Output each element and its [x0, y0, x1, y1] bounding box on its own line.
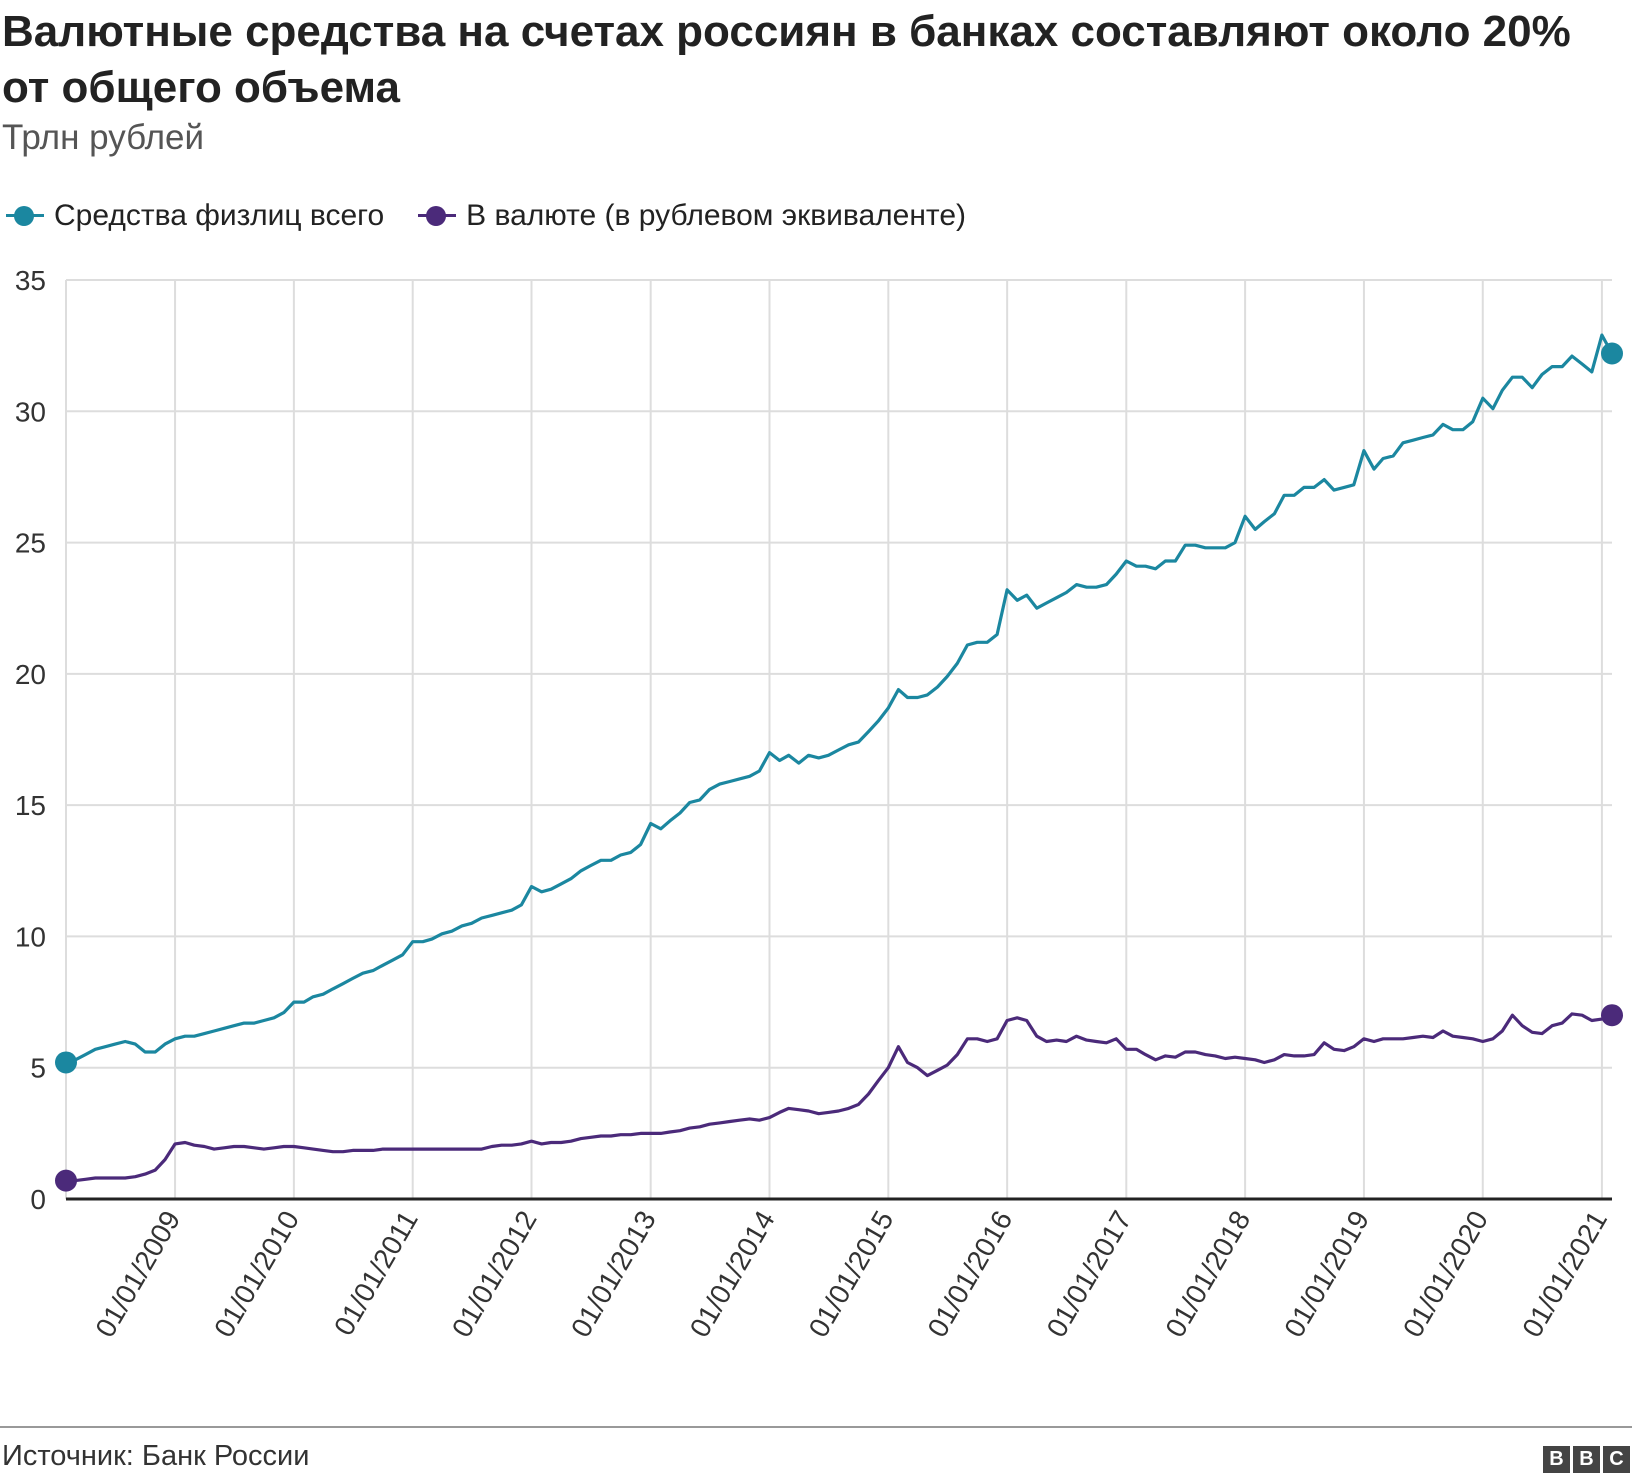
y-tick-label-35: 35 [15, 265, 46, 296]
x-tick-label-3: 01/01/2011 [328, 1206, 424, 1341]
y-tick-label-10: 10 [15, 921, 46, 952]
legend-swatch-total [6, 206, 44, 226]
bbc-logo-letter-1: B [1543, 1446, 1570, 1473]
x-axis-ticks: 01/01/2009 01/01/2010 01/01/2011 01/01/2012… [89, 1206, 1613, 1343]
series-2-end-marker [1601, 1004, 1623, 1027]
y-tick-label-30: 30 [15, 396, 46, 427]
x-tick-label-6: 01/01/2014 [684, 1206, 781, 1343]
series-line-1 [65, 333, 1614, 1065]
bbc-logo-letter-2: B [1573, 1446, 1600, 1473]
chart-legend: Средства физлиц всего В валюте (в рублев… [6, 196, 1000, 236]
y-tick-label-15: 15 [15, 790, 46, 821]
x-tick-label-11: 01/01/2019 [1278, 1206, 1375, 1343]
legend-dot-total [14, 206, 34, 226]
x-tick-label-12: 01/01/2020 [1397, 1206, 1494, 1343]
source-note: Источник: Банк России [2, 1440, 310, 1472]
x-tick-label-8: 01/01/2016 [921, 1206, 1018, 1343]
y-tick-label-5: 5 [30, 1053, 46, 1084]
x-tick-label-2: 01/01/2010 [208, 1206, 305, 1343]
bbc-logo: B B C [1540, 1446, 1630, 1473]
legend-swatch-fx [418, 206, 457, 226]
y-tick-label-20: 20 [15, 659, 46, 690]
chart-title: Валютные средства на счетах россиян в ба… [2, 7, 1571, 112]
bbc-logo-letter-3: C [1603, 1446, 1630, 1473]
legend-dot-fx [426, 206, 447, 226]
series-2-start-marker [55, 1169, 77, 1192]
series-line-2 [66, 1012, 1613, 1183]
grid-lines [65, 279, 1612, 1199]
legend-item-fx: В валюте (в рублевом эквиваленте) [418, 199, 966, 233]
x-tick-label-7: 01/01/2015 [803, 1206, 900, 1343]
legend-label-total: Средства физлиц всего [54, 199, 385, 232]
x-tick-label-10: 01/01/2018 [1159, 1206, 1256, 1343]
x-tick-label-4: 01/01/2012 [446, 1206, 543, 1343]
footer-divider [0, 1426, 1632, 1428]
x-tick-label-9: 01/01/2017 [1041, 1206, 1138, 1343]
legend-label-fx: В валюте (в рублевом эквиваленте) [466, 199, 967, 232]
chart-subtitle: Трлн рублей [2, 118, 205, 157]
series-1-start-marker [55, 1051, 77, 1074]
y-axis-ticks: 0 5 10 15 20 25 30 35 [15, 265, 46, 1215]
x-tick-label-5: 01/01/2013 [565, 1206, 662, 1343]
x-tick-label-1: 01/01/2009 [89, 1206, 186, 1343]
y-tick-label-25: 25 [15, 528, 46, 559]
series-lines [55, 333, 1623, 1192]
series-1-end-marker [1601, 342, 1623, 365]
y-tick-label-0: 0 [30, 1184, 46, 1215]
x-tick-label-13: 01/01/2021 [1516, 1206, 1613, 1343]
legend-item-total: Средства физлиц всего [6, 199, 384, 233]
